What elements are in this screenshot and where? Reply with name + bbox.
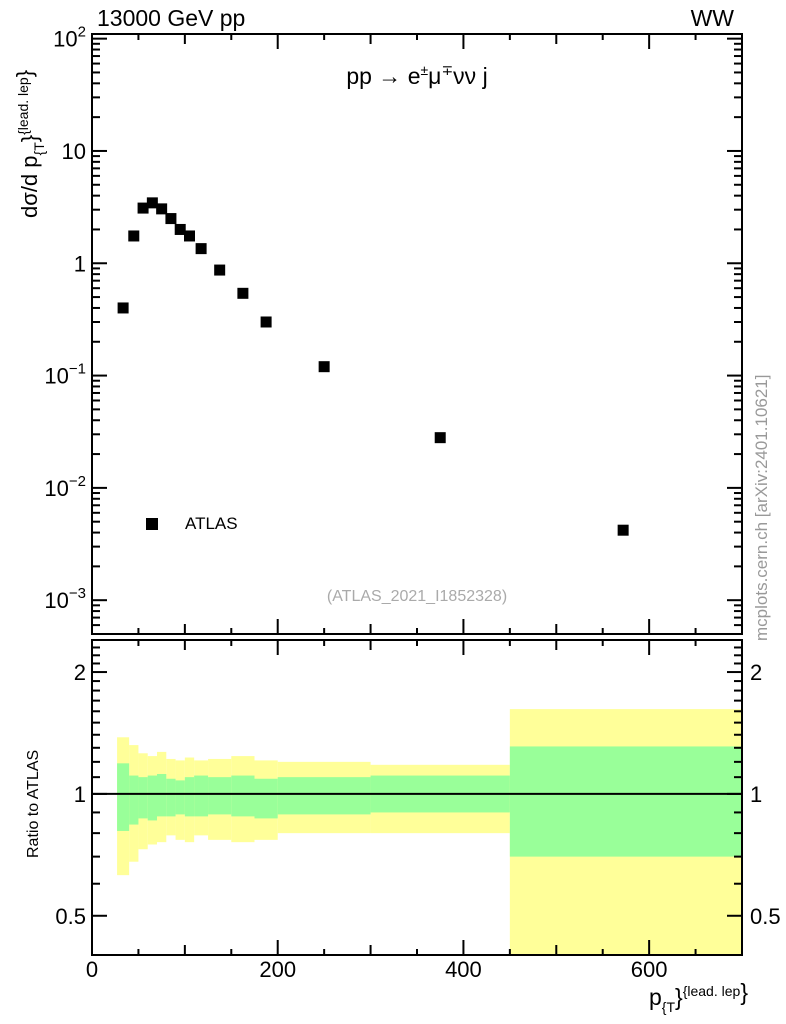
- data-point-marker: [128, 230, 140, 242]
- axis-tick-labels: 102 10 1 10−1 10−2 10−3 0 200 400 600 0.5 0.5 1 1 2 2: [44, 24, 780, 982]
- atlas-data-points: [117, 197, 629, 536]
- x-axis-ticks: [137, 34, 697, 955]
- data-point-marker: [214, 264, 226, 276]
- data-point-marker: [434, 432, 446, 444]
- x-title-brace: }: [675, 984, 683, 1010]
- ratio-y-tick-label-left: 1: [74, 782, 86, 807]
- energy-title: 13000 GeV pp: [97, 5, 246, 31]
- process-muon-charge: ∓: [441, 62, 454, 78]
- main-y-axis-title: dσ/d p{T}{lead. lep}: [12, 70, 47, 218]
- x-title-end-brace: }: [740, 979, 748, 1005]
- data-point-marker: [117, 302, 129, 314]
- main-y-tick-label: 102: [53, 24, 86, 52]
- ratio-y-tick-label-left: 2: [74, 660, 86, 685]
- process-electron: e: [407, 63, 421, 89]
- data-point-marker: [165, 213, 177, 225]
- data-point-marker: [174, 223, 186, 235]
- x-tick-label: 0: [86, 957, 98, 982]
- y-title-sup: {lead. lep: [15, 77, 31, 135]
- y-title-prefix: dσ/d p: [17, 155, 42, 218]
- ratio-y-tick-label-left: 0.5: [55, 904, 86, 929]
- main-y-tick-label: 10−2: [44, 473, 86, 501]
- main-y-tick-label: 10−3: [44, 585, 86, 613]
- ratio-y-axis-ticks: [92, 639, 742, 956]
- x-tick-label: 200: [259, 957, 296, 982]
- data-point-marker: [184, 230, 195, 242]
- ratio-y-tick-label-right: 2: [750, 660, 762, 685]
- process-label: pp → e±μ∓νν j: [346, 62, 487, 90]
- analysis-watermark: (ATLAS_2021_I1852328): [326, 588, 508, 605]
- process-muon: μ: [428, 63, 442, 89]
- data-point-marker: [237, 287, 249, 299]
- ratio-y-tick-label-right: 0.5: [750, 904, 781, 929]
- data-point-marker: [195, 243, 207, 255]
- x-tick-label: 600: [631, 957, 668, 982]
- ratio-y-axis-title: Ratio to ATLAS: [25, 749, 42, 858]
- y-title-sub: {T: [31, 142, 47, 156]
- legend-atlas-marker-icon: [146, 518, 158, 530]
- main-y-axis-ticks: [92, 37, 742, 635]
- uncertainty-bands: [117, 709, 742, 955]
- main-panel-frame: [91, 33, 743, 635]
- data-point-marker: [137, 202, 149, 214]
- inner-uncertainty-band: [117, 746, 742, 857]
- data-point-marker: [156, 203, 168, 215]
- data-point-marker: [146, 197, 158, 209]
- ratio-y-tick-label-right: 1: [750, 782, 762, 807]
- process-initial-state: pp: [346, 63, 372, 89]
- process-tail: νν j: [453, 63, 488, 89]
- legend-atlas-label: ATLAS: [185, 514, 238, 533]
- x-title-base: p: [648, 984, 662, 1010]
- data-point-marker: [318, 361, 330, 373]
- data-point-marker: [260, 316, 272, 328]
- arrow-glyph: →: [371, 63, 408, 89]
- process-electron-charge: ±: [420, 62, 429, 78]
- y-title-brace: }: [17, 134, 42, 143]
- x-axis-title: p{T}{lead. lep}: [649, 979, 748, 1015]
- main-y-tick-label: 10−1: [44, 361, 86, 389]
- data-point-marker: [617, 524, 629, 536]
- mcplots-arxiv-note: mcplots.cern.ch [arXiv:2401.10621]: [752, 374, 771, 641]
- x-title-sub: {T: [661, 999, 676, 1015]
- x-tick-label: 400: [445, 957, 482, 982]
- main-y-tick-label: 10: [62, 139, 86, 164]
- main-y-tick-label: 1: [74, 251, 86, 276]
- y-title-end-brace: }: [12, 69, 37, 78]
- group-title: WW: [690, 5, 734, 31]
- x-title-sup: {lead. lep: [682, 983, 741, 999]
